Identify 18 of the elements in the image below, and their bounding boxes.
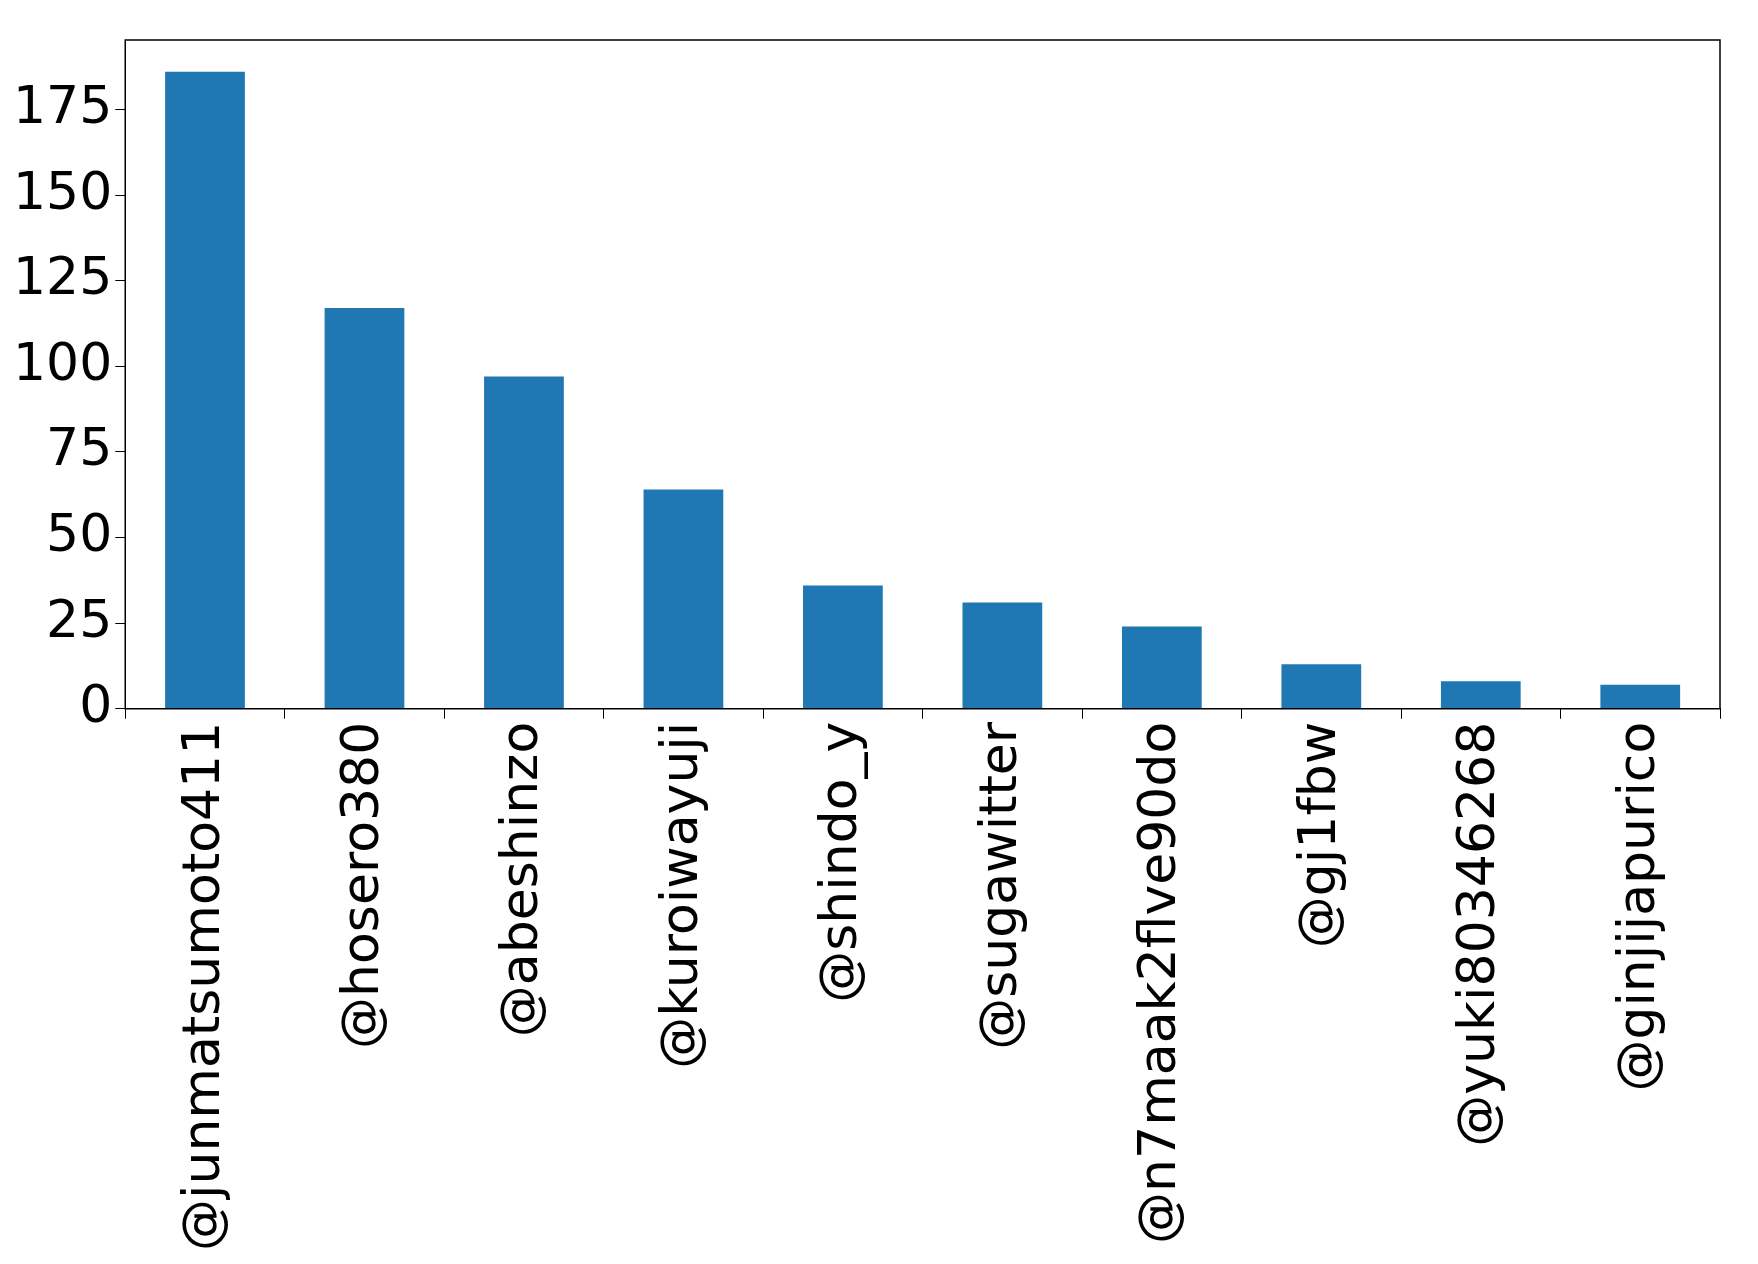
x-tick-label: @kuroiwayuji xyxy=(648,721,709,1069)
x-tick-label: @hosero380 xyxy=(329,721,390,1049)
x-tick-label: @yuki80346268 xyxy=(1446,721,1507,1147)
x-tick-label: @ginjijapurico xyxy=(1605,721,1666,1092)
y-tick-label: 50 xyxy=(46,503,113,564)
y-tick-label: 175 xyxy=(12,75,113,136)
y-tick-label: 0 xyxy=(79,674,113,735)
x-tick-label: @junmatsumoto411 xyxy=(170,721,231,1252)
x-tick-label: @gj1fbw xyxy=(1286,721,1347,949)
x-tick-label: @n7maak2flve90do xyxy=(1127,721,1188,1244)
y-tick-label: 125 xyxy=(12,246,113,307)
y-tick-label: 150 xyxy=(12,160,113,221)
y-tick-label: 25 xyxy=(46,588,113,649)
x-tick-label: @sugawitter xyxy=(967,721,1028,1050)
y-tick-label: 75 xyxy=(46,417,113,478)
x-tick-label: @shindo_y xyxy=(808,721,869,1003)
x-tick-label: @abeshinzo xyxy=(489,721,550,1038)
y-tick-label: 100 xyxy=(12,331,113,392)
